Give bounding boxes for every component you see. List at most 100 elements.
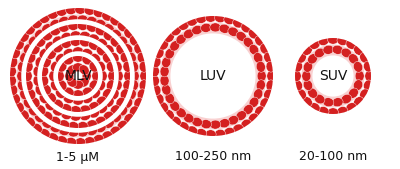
Ellipse shape [39,93,49,104]
Ellipse shape [55,70,64,81]
Ellipse shape [160,75,169,86]
Ellipse shape [103,111,114,121]
Ellipse shape [93,135,104,144]
Ellipse shape [72,80,84,89]
Ellipse shape [59,23,70,32]
Ellipse shape [20,89,29,100]
Ellipse shape [8,84,18,95]
Ellipse shape [243,37,253,47]
Ellipse shape [260,44,270,54]
Ellipse shape [82,70,91,81]
Ellipse shape [123,61,132,72]
Ellipse shape [28,106,38,116]
Ellipse shape [72,47,84,56]
Ellipse shape [40,129,50,138]
Ellipse shape [77,128,88,137]
Ellipse shape [48,10,58,19]
Ellipse shape [254,53,263,63]
Ellipse shape [323,98,334,107]
Ellipse shape [72,63,84,72]
Ellipse shape [45,41,55,51]
Ellipse shape [72,53,84,62]
Ellipse shape [72,96,84,105]
Ellipse shape [53,43,63,53]
Ellipse shape [152,84,161,95]
Ellipse shape [52,106,63,116]
Ellipse shape [178,21,189,30]
Ellipse shape [354,80,363,91]
Ellipse shape [200,120,212,129]
Ellipse shape [106,61,116,72]
Ellipse shape [134,98,143,108]
Ellipse shape [171,116,181,126]
Ellipse shape [170,101,180,111]
Ellipse shape [164,110,174,120]
Ellipse shape [348,88,358,98]
Ellipse shape [171,26,181,36]
Ellipse shape [61,32,72,42]
Ellipse shape [66,137,76,147]
Ellipse shape [108,70,117,81]
Ellipse shape [205,130,216,139]
Ellipse shape [297,89,306,99]
Ellipse shape [86,120,97,129]
Ellipse shape [110,52,119,63]
Ellipse shape [150,75,159,86]
Ellipse shape [162,57,171,68]
Ellipse shape [110,126,120,136]
Ellipse shape [67,77,77,87]
Ellipse shape [110,105,120,115]
Ellipse shape [24,98,33,108]
Ellipse shape [187,17,198,26]
Ellipse shape [34,113,45,123]
Ellipse shape [111,113,122,123]
Ellipse shape [255,106,264,116]
Text: 100-250 nm: 100-250 nm [175,151,251,163]
Ellipse shape [93,8,104,18]
Ellipse shape [233,19,243,28]
Ellipse shape [248,113,258,123]
Ellipse shape [18,80,27,91]
Ellipse shape [33,75,42,86]
Ellipse shape [77,15,88,24]
Ellipse shape [224,127,235,137]
Ellipse shape [355,70,364,81]
Ellipse shape [89,34,100,43]
Circle shape [27,25,129,127]
Ellipse shape [178,122,189,131]
Ellipse shape [354,45,364,55]
Ellipse shape [214,129,226,138]
Ellipse shape [70,112,81,121]
Ellipse shape [42,31,53,41]
Ellipse shape [90,88,100,99]
Ellipse shape [68,128,79,137]
Ellipse shape [264,89,273,100]
Ellipse shape [113,80,122,91]
Ellipse shape [341,94,352,104]
Ellipse shape [236,111,246,120]
Ellipse shape [50,26,61,36]
Ellipse shape [256,80,265,91]
Ellipse shape [88,41,99,50]
Ellipse shape [267,70,276,81]
Ellipse shape [42,84,51,95]
Ellipse shape [117,22,128,32]
Ellipse shape [50,19,60,29]
Ellipse shape [24,61,33,72]
Ellipse shape [129,80,138,91]
Ellipse shape [56,136,67,145]
Ellipse shape [50,116,61,126]
Ellipse shape [360,89,369,99]
Ellipse shape [20,110,29,120]
Ellipse shape [130,36,139,46]
Ellipse shape [61,39,72,48]
Ellipse shape [165,93,174,104]
Ellipse shape [293,80,302,91]
Ellipse shape [32,19,42,29]
Ellipse shape [86,17,97,26]
Ellipse shape [200,23,212,32]
Ellipse shape [64,55,74,65]
Ellipse shape [103,31,114,41]
Ellipse shape [155,48,164,58]
Ellipse shape [18,61,27,72]
